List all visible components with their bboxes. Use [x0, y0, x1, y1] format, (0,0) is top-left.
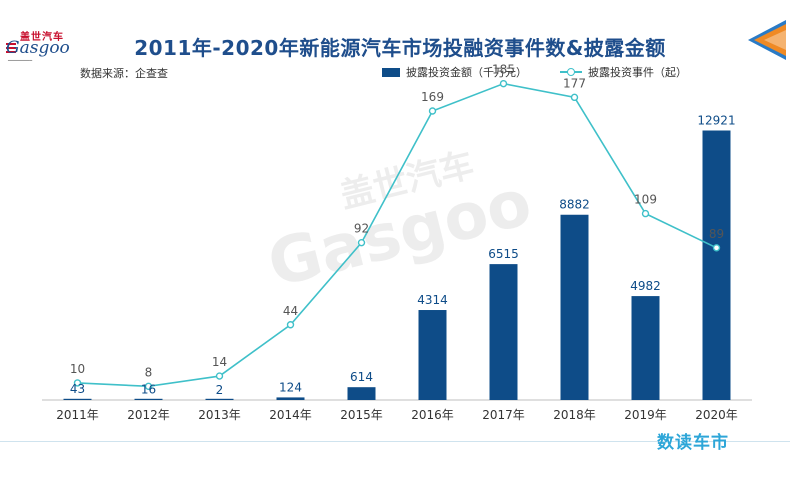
events-line — [77, 82, 717, 388]
bar-2017年 — [489, 264, 518, 400]
x-tick-label: 2013年 — [198, 408, 241, 422]
bar-value-label: 12921 — [697, 114, 735, 128]
bar-value-label: 43 — [70, 382, 85, 396]
event-point-2019年 — [641, 209, 650, 218]
event-point-2018年 — [570, 93, 579, 102]
event-value-label: 44 — [283, 304, 298, 318]
bar-2018年 — [560, 214, 589, 400]
event-value-label: 185 — [492, 63, 515, 77]
event-point-2013年 — [215, 372, 224, 380]
x-tick-label: 2017年 — [482, 408, 525, 422]
x-tick-label: 2019年 — [624, 408, 667, 422]
gasgoo-logo: 盖世汽车 Gasgoo ━━━━━━━━ — [6, 28, 74, 64]
bar-value-label: 6515 — [488, 247, 519, 261]
bar-value-label: 4314 — [417, 293, 448, 307]
bar-2020年 — [702, 130, 731, 400]
x-tick-label: 2020年 — [695, 408, 738, 422]
event-value-label: 169 — [421, 90, 444, 104]
event-value-label: 92 — [354, 222, 369, 236]
bar-2012年 — [134, 398, 163, 400]
corner-arrow-icon — [748, 20, 786, 60]
event-value-label: 89 — [709, 227, 724, 241]
bar-value-label: 124 — [279, 380, 302, 394]
event-value-label: 10 — [70, 362, 85, 376]
brand-mark: 数读车市 — [657, 433, 729, 453]
logo-stripes-icon — [6, 43, 16, 53]
event-value-label: 14 — [212, 355, 227, 369]
legend-item-amount: 披露投资金额（千万元） — [382, 64, 527, 80]
event-point-2015年 — [357, 238, 366, 247]
x-tick-label: 2015年 — [340, 408, 383, 422]
x-tick-label: 2011年 — [56, 408, 99, 422]
bottom-divider — [0, 441, 790, 442]
chart-title: 2011年-2020年新能源汽车市场投融资事件数&披露金额 — [134, 36, 666, 60]
event-value-label: 177 — [563, 76, 586, 90]
bar-value-label: 8882 — [559, 198, 590, 212]
legend-swatch-bar — [382, 67, 400, 77]
bar-value-label: 16 — [141, 383, 156, 397]
bar-2014年 — [276, 397, 305, 400]
bar-value-label: 614 — [350, 370, 373, 384]
bar-value-label: 4982 — [630, 279, 661, 293]
bar-2016年 — [418, 310, 447, 400]
x-tick-label: 2014年 — [269, 408, 312, 422]
event-point-2012年 — [144, 382, 153, 391]
x-tick-label: 2016年 — [411, 408, 454, 422]
legend-label-amount: 披露投资金额（千万元） — [406, 66, 527, 79]
legend-item-events: 披露投资事件（起） — [560, 64, 687, 80]
data-source: 数据来源：企查查 — [80, 67, 168, 80]
event-point-2016年 — [428, 107, 437, 115]
logo-en-text: Gasgoo — [6, 38, 70, 58]
logo-cn-text: 盖世汽车 — [20, 32, 64, 43]
legend-swatch-line — [560, 67, 582, 77]
bar-value-label: 2 — [216, 383, 224, 397]
bar-2015年 — [347, 387, 376, 400]
bar-2011年 — [63, 398, 92, 400]
bar-2019年 — [631, 296, 660, 400]
event-point-2014年 — [286, 321, 295, 329]
x-tick-label: 2018年 — [553, 408, 596, 422]
event-value-label: 109 — [634, 193, 657, 207]
event-point-2011年 — [73, 379, 82, 387]
logo-subtitle-mark: ━━━━━━━━ — [8, 58, 33, 64]
event-point-2017年 — [499, 79, 508, 88]
event-value-label: 8 — [145, 365, 153, 379]
legend-label-events: 披露投资事件（起） — [588, 66, 687, 79]
bar-2013年 — [205, 398, 234, 400]
event-point-2020年 — [712, 244, 721, 252]
x-tick-label: 2012年 — [127, 408, 170, 422]
